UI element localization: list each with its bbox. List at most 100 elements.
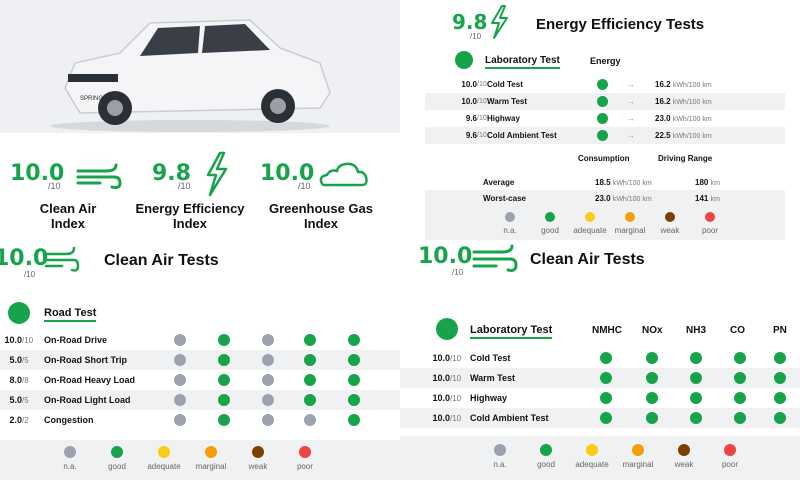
arrow-icon: → (627, 131, 635, 140)
row-value: 16.2 (655, 80, 671, 89)
legend-item-adequate: adequate (562, 444, 622, 469)
legend-item-poor: poor (275, 446, 335, 471)
row-name: Congestion (44, 415, 94, 425)
row-outof: /10 (450, 413, 462, 423)
rating-dot (218, 414, 230, 426)
energy-label-1: Energy Efficiency (135, 201, 245, 216)
energy-tests-score: 9.8 (452, 10, 488, 34)
rating-dot (262, 334, 274, 346)
wind-icon (472, 244, 518, 272)
lab-test-indicator (436, 318, 458, 340)
legend-dot (299, 446, 311, 458)
legend-label: weak (248, 462, 268, 471)
car-image: SPRING (50, 19, 331, 132)
energy-row: 9.6/10 Highway → 23.0 kWh/100 km (425, 110, 785, 127)
legend-label: n.a. (63, 462, 77, 471)
legend-item-na: n.a. (480, 212, 540, 235)
rating-dot (218, 354, 230, 366)
legend-label: poor (296, 462, 313, 471)
summary-label: Worst-case (483, 194, 526, 203)
road-row: 5.0/5 On-Road Light Load (0, 390, 400, 410)
legend-bottom-left: n.a. good adequate marginal weak poor (0, 440, 400, 480)
rating-dot (646, 372, 658, 384)
legend-item-good: good (87, 446, 147, 471)
legend-dot (494, 444, 506, 456)
row-name: Warm Test (487, 97, 528, 106)
row-score: 5.0 (9, 395, 22, 405)
legend-label: marginal (622, 460, 654, 469)
summary-row-worst: Worst-case 23.0 kWh/100 km 141 km (425, 190, 785, 240)
clean-air-outof: /10 (48, 181, 61, 191)
legend-label: weak (660, 226, 680, 235)
legend-label: weak (674, 460, 694, 469)
row-name: Highway (470, 393, 508, 403)
legend-dot (632, 444, 644, 456)
road-clean-air-panel: 10.0 /10 Clean Air Tests Road Test n.a. g… (0, 240, 400, 480)
greenhouse-score: 10.0 (260, 161, 315, 186)
legend-item-weak: weak (640, 212, 700, 235)
row-score: 10.0 (432, 353, 450, 363)
clean-air-score: 10.0 (10, 161, 65, 186)
rating-dot (690, 352, 702, 364)
road-test-title: Road Test (44, 307, 97, 322)
rating-dot (304, 334, 316, 346)
summary-range: 141 (695, 194, 709, 203)
row-outof: /10 (450, 353, 462, 363)
rating-dot (262, 394, 274, 406)
row-value: 22.5 (655, 131, 671, 140)
legend-item-na: n.a. (470, 444, 530, 469)
lab-clean-air-panel: 10.0 /10 Clean Air Tests Laboratory Test… (400, 240, 800, 480)
energy-tests-title: Energy Efficiency Tests (536, 16, 705, 33)
row-outof: /10 (450, 393, 462, 403)
rating-dot (304, 394, 316, 406)
legend-item-poor: poor (700, 444, 760, 469)
rating-dot (174, 354, 186, 366)
legend-label: good (108, 462, 126, 471)
row-score: 10.0 (432, 393, 450, 403)
arrow-icon: → (627, 114, 635, 123)
legend-item-na: n.a. (40, 446, 100, 471)
row-value: 23.0 (655, 114, 671, 123)
legend-item-adequate: adequate (134, 446, 194, 471)
road-row: 10.0/10 On-Road Drive (0, 330, 400, 350)
row-outof: /10 (477, 98, 487, 105)
legend-dot (585, 212, 595, 222)
legend-item-marginal: marginal (181, 446, 241, 471)
lightning-icon (491, 5, 508, 39)
rating-dot (218, 394, 230, 406)
row-name: On-Road Light Load (44, 395, 131, 405)
legend-dot (64, 446, 76, 458)
rating-dot (348, 334, 360, 346)
legend-item-weak: weak (228, 446, 288, 471)
energy-efficiency-panel: 9.8 /10 Energy Efficiency Tests Laborato… (400, 0, 800, 240)
summary-range: 180 (695, 177, 709, 187)
road-tests-outof: /10 (24, 270, 36, 279)
arrow-icon: → (627, 97, 635, 106)
rating-dot (774, 412, 786, 424)
row-name: On-Road Drive (44, 335, 108, 345)
road-tests-score: 10.0 (0, 246, 49, 271)
legend-dot (505, 212, 515, 222)
summary-range-unit: km (710, 196, 720, 203)
rating-dot (304, 374, 316, 386)
row-score: 10.0 (461, 97, 477, 106)
rating-dot (600, 352, 612, 364)
rating-dot (597, 113, 608, 124)
row-name: Cold Ambient Test (487, 131, 557, 140)
rating-dot (597, 130, 608, 141)
clean-air-label-1: Clean Air (39, 201, 97, 216)
row-score: 9.6 (465, 131, 477, 140)
rating-dot (646, 412, 658, 424)
legend-label: marginal (614, 226, 646, 235)
row-score: 10.0 (4, 335, 22, 345)
summary-consumption-unit: kWh/100 km (612, 196, 652, 203)
rating-dot (348, 414, 360, 426)
lab-row: 10.0/10 Cold Test (400, 348, 800, 368)
summary-consumption: 23.0 (595, 194, 611, 203)
col-nh3: NH3 (686, 325, 707, 336)
legend-label: good (541, 226, 559, 235)
energy-label-2: Index (173, 216, 207, 231)
summary-label: Average (483, 177, 515, 187)
road-row: 8.0/8 On-Road Heavy Load (0, 370, 400, 390)
rating-dot (262, 374, 274, 386)
